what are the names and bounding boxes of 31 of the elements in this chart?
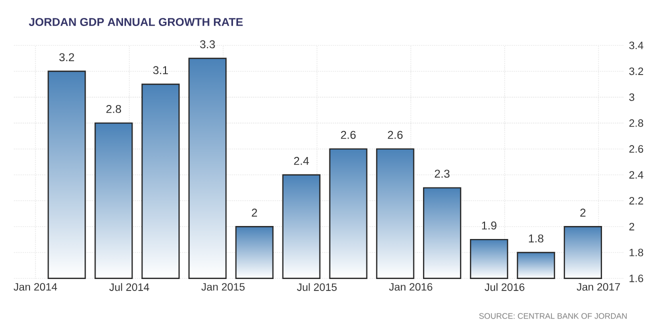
x-tick-label: Jul 2015 [297,283,337,291]
data-label: 2.3 [434,170,450,178]
data-label: 3.1 [153,66,168,74]
y-tick-label: 2.8 [629,119,644,127]
data-label: 1.8 [528,234,544,242]
x-tick-label: Jan 2017 [576,283,620,291]
y-tick-label: 1.8 [630,248,644,256]
x-tick-label: Jan 2016 [389,283,432,291]
data-label: 3.2 [59,53,74,62]
data-label: 2.6 [340,130,356,139]
x-tick-label: Jan 2015 [201,283,245,291]
y-tick-label: 1.6 [630,274,644,282]
data-label: 1.9 [482,222,496,230]
y-tick-label: 2.6 [629,145,644,153]
y-tick-label: 2.4 [629,171,644,179]
y-tick-label: 2 [629,222,634,230]
data-label: 3.3 [200,40,215,48]
x-tick-label: Jul 2016 [484,283,524,291]
x-tick-label: Jan 2014 [14,283,58,291]
source-note: SOURCE: CENTRAL BANK OF JORDAN [479,313,627,319]
data-label: 2 [252,208,258,217]
x-tick-label: Jul 2014 [109,283,150,291]
data-label: 2.4 [294,156,309,165]
data-label: 2.8 [106,105,122,114]
y-tick-label: 3 [629,93,634,101]
y-tick-label: 3.4 [629,42,644,50]
y-tick-label: 2.2 [629,197,644,204]
data-label: 2.6 [388,130,403,139]
y-tick-label: 3.2 [629,68,644,76]
data-label: 2 [580,208,586,217]
chart-title: JORDAN GDP ANNUAL GROWTH RATE [28,18,243,26]
